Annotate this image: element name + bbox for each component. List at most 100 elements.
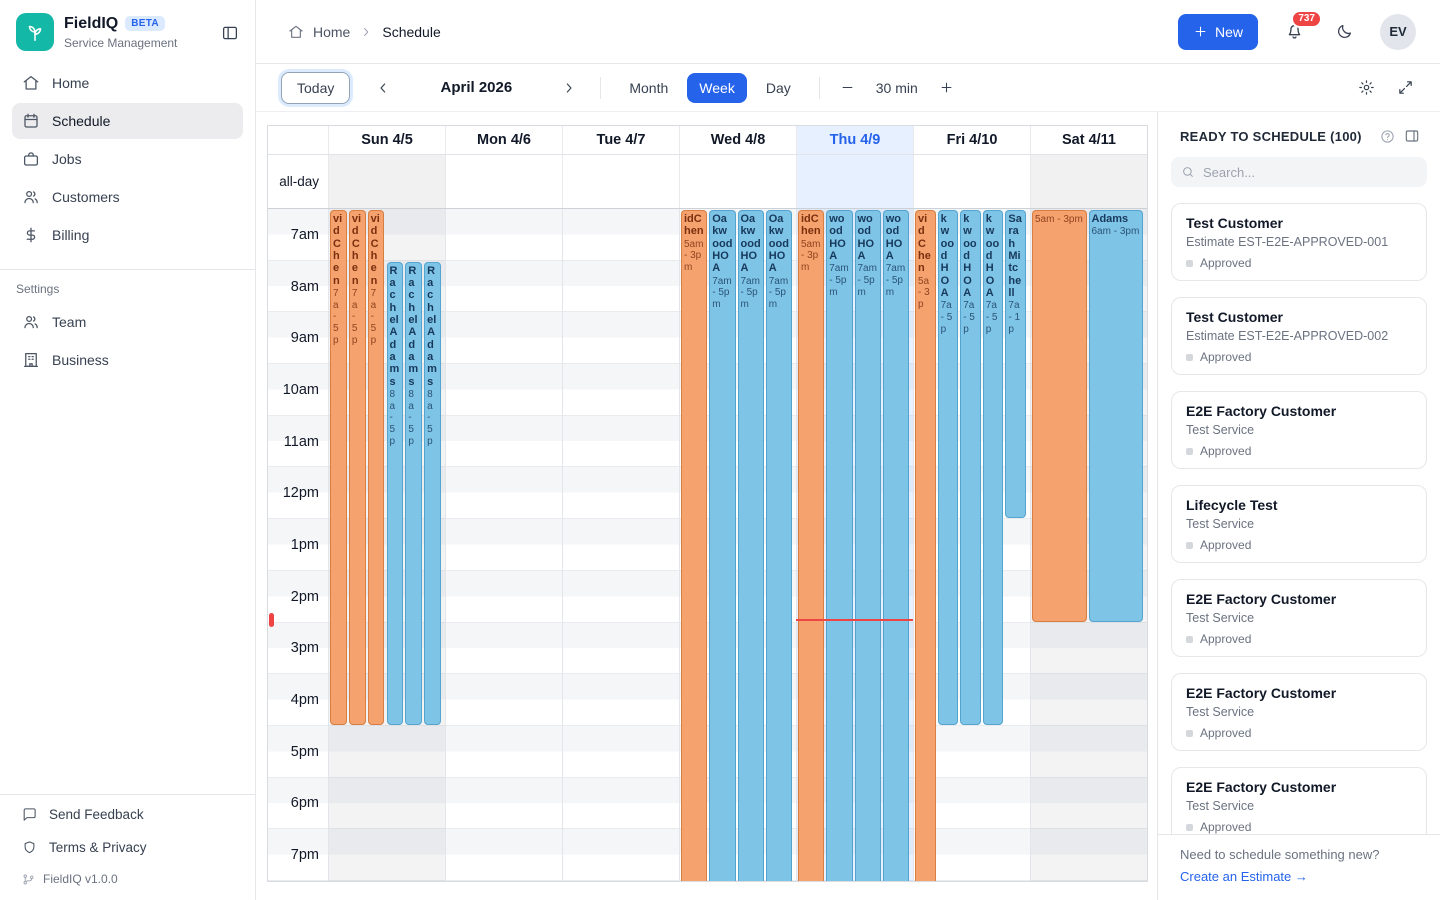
calendar-event[interactable]: kwoodHOA 7a - 5p bbox=[982, 210, 1004, 725]
time-slot-row[interactable] bbox=[268, 829, 1147, 881]
calendar-event[interactable]: vidChen 7a - 5p bbox=[330, 210, 347, 725]
calendar-event[interactable]: Oakwood HOA 7am - 5pm bbox=[737, 210, 764, 881]
sidebar-item-home[interactable]: Home bbox=[12, 65, 243, 101]
dollar-icon bbox=[22, 226, 40, 244]
all-day-cell[interactable] bbox=[562, 155, 679, 208]
event-time: 7a - 5p bbox=[963, 300, 975, 335]
calendar-event[interactable]: idChen 5am - 3pm bbox=[681, 210, 708, 881]
time-label: 12pm bbox=[282, 485, 319, 502]
today-button[interactable]: Today bbox=[281, 71, 351, 104]
sidebar-item-team[interactable]: Team bbox=[12, 304, 243, 340]
calendar-event[interactable]: 5am - 3pm bbox=[1032, 210, 1087, 622]
calendar-event[interactable]: vidChen 7a - 5p bbox=[348, 210, 366, 725]
schedule-card[interactable]: Lifecycle Test Test Service Approved bbox=[1171, 485, 1427, 563]
card-subtitle: Estimate EST-E2E-APPROVED-002 bbox=[1186, 329, 1389, 343]
calendar-event[interactable]: Oakwood HOA 7am - 5pm bbox=[765, 210, 792, 881]
avatar[interactable]: EV bbox=[1380, 13, 1416, 50]
calendar-event[interactable]: vidChen 7a - 5p bbox=[367, 210, 385, 725]
calendar-event[interactable]: SarahMitchell 7a - 1p bbox=[1005, 210, 1026, 519]
sidebar-item-billing[interactable]: Billing bbox=[12, 217, 243, 253]
sidebar-item-schedule[interactable]: Schedule bbox=[12, 103, 243, 139]
card-subtitle: Estimate EST-E2E-APPROVED-001 bbox=[1186, 235, 1389, 249]
schedule-card[interactable]: E2E Factory Customer Test Service Approved bbox=[1171, 579, 1427, 657]
calendar-event[interactable]: RachelAdams 8a - 5p bbox=[405, 261, 423, 725]
zoom-in-button[interactable] bbox=[935, 76, 958, 99]
nav-label: Schedule bbox=[52, 113, 111, 129]
view-week-button[interactable]: Week bbox=[687, 72, 747, 103]
fullscreen-button[interactable] bbox=[1393, 75, 1418, 100]
calendar-event[interactable]: idChen 5am - 3pm bbox=[798, 210, 825, 881]
help-icon[interactable] bbox=[1380, 129, 1395, 144]
event-title: kwoodHOA bbox=[963, 213, 977, 299]
status-label: Approved bbox=[1200, 632, 1252, 646]
branch-icon bbox=[22, 873, 35, 886]
sidebar-collapse-button[interactable] bbox=[219, 22, 241, 44]
sidebar-item-business[interactable]: Business bbox=[12, 342, 243, 378]
header-actions: New 737 EV bbox=[1177, 10, 1416, 50]
schedule-card[interactable]: E2E Factory Customer Test Service Approved bbox=[1171, 391, 1427, 469]
schedule-card[interactable]: Test Customer Estimate EST-E2E-APPROVED-0… bbox=[1171, 297, 1427, 375]
week-grid: Sun 4/5 Mon 4/6 Tue 4/7 Wed 4/8 Thu 4/9 Fri 4… bbox=[267, 125, 1148, 882]
calendar-event[interactable]: RachelAdams 8a - 5p bbox=[386, 261, 404, 725]
shield-icon bbox=[22, 840, 37, 855]
calendar-event[interactable]: woodHOA 7am - 5pm bbox=[854, 210, 881, 881]
calendar-title: April 2026 bbox=[440, 79, 513, 96]
all-day-cell[interactable] bbox=[328, 155, 445, 208]
sidebar-item-send-feedback[interactable]: Send Feedback bbox=[12, 799, 243, 830]
calendar-event[interactable]: kwoodHOA 7a - 5p bbox=[960, 210, 981, 725]
time-slot-row[interactable] bbox=[268, 777, 1147, 830]
calendar-event[interactable]: woodHOA 7am - 5pm bbox=[826, 210, 853, 881]
calendar-event[interactable]: vidChen 5a - 3p bbox=[915, 210, 936, 881]
day-column[interactable] bbox=[445, 209, 562, 881]
all-day-cell[interactable] bbox=[913, 155, 1030, 208]
event-title: Oakwood HOA bbox=[740, 213, 761, 275]
calendar-event[interactable]: Oakwood HOA 7am - 5pm bbox=[709, 210, 736, 881]
schedule-card[interactable]: E2E Factory Customer Test Service Approved bbox=[1171, 673, 1427, 751]
day-column[interactable] bbox=[913, 209, 1030, 881]
status-label: Approved bbox=[1200, 256, 1252, 270]
prev-week-button[interactable] bbox=[368, 73, 398, 103]
event-time: 7a - 1p bbox=[1008, 300, 1021, 335]
next-week-button[interactable] bbox=[554, 73, 584, 103]
breadcrumb-home[interactable]: Home bbox=[313, 23, 351, 40]
schedule-card[interactable]: Test Customer Estimate EST-E2E-APPROVED-0… bbox=[1171, 203, 1427, 281]
logo-block: FieldIQ BETA Service Management bbox=[0, 0, 255, 63]
panel-header: READY TO SCHEDULE (100) bbox=[1158, 112, 1440, 157]
zoom-out-button[interactable] bbox=[836, 76, 859, 99]
calendar-event[interactable]: woodHOA 7am - 5pm bbox=[882, 210, 909, 881]
panel-collapse-icon[interactable] bbox=[1404, 128, 1420, 144]
time-label: 6pm bbox=[290, 795, 319, 812]
status-dot-icon bbox=[1186, 635, 1193, 643]
calendar: Sun 4/5 Mon 4/6 Tue 4/7 Wed 4/8 Thu 4/9 Fri 4… bbox=[256, 112, 1157, 900]
card-status: Approved bbox=[1186, 256, 1412, 270]
sidebar-item-jobs[interactable]: Jobs bbox=[12, 141, 243, 177]
day-column[interactable] bbox=[679, 209, 796, 881]
create-estimate-link[interactable]: Create an Estimate → bbox=[1180, 869, 1308, 884]
dark-mode-toggle[interactable] bbox=[1331, 19, 1357, 45]
divider bbox=[600, 76, 602, 99]
schedule-card[interactable]: E2E Factory Customer Test Service Approved bbox=[1171, 767, 1427, 834]
event-title: idChen bbox=[684, 213, 704, 238]
calendar-event[interactable]: kwoodHOA 7a - 5p bbox=[937, 210, 959, 725]
card-status: Approved bbox=[1186, 726, 1412, 740]
all-day-cell[interactable] bbox=[796, 155, 913, 208]
all-day-cell[interactable] bbox=[445, 155, 562, 208]
card-subtitle: Test Service bbox=[1186, 517, 1255, 531]
calendar-event[interactable]: RachelAdams 8a - 5p bbox=[424, 261, 441, 725]
all-day-cell[interactable] bbox=[679, 155, 796, 208]
sidebar-item-customers[interactable]: Customers bbox=[12, 179, 243, 215]
new-button[interactable]: New bbox=[1177, 13, 1258, 50]
schedule-card-list: Test Customer Estimate EST-E2E-APPROVED-0… bbox=[1158, 201, 1440, 834]
all-day-cell[interactable] bbox=[1030, 155, 1147, 208]
day-column[interactable] bbox=[562, 209, 679, 881]
view-day-button[interactable]: Day bbox=[754, 73, 803, 103]
settings-gear-button[interactable] bbox=[1354, 75, 1379, 100]
time-slot-row[interactable] bbox=[268, 725, 1147, 778]
search-input[interactable] bbox=[1203, 164, 1417, 180]
home-icon[interactable] bbox=[288, 24, 304, 40]
sidebar-settings-nav: Team Business bbox=[0, 302, 255, 380]
sidebar-item-terms-privacy[interactable]: Terms & Privacy bbox=[12, 832, 243, 863]
view-month-button[interactable]: Month bbox=[617, 73, 680, 103]
calendar-event[interactable]: Adams 6am - 3pm bbox=[1088, 210, 1143, 622]
event-time: 5am - 3pm bbox=[801, 238, 821, 274]
